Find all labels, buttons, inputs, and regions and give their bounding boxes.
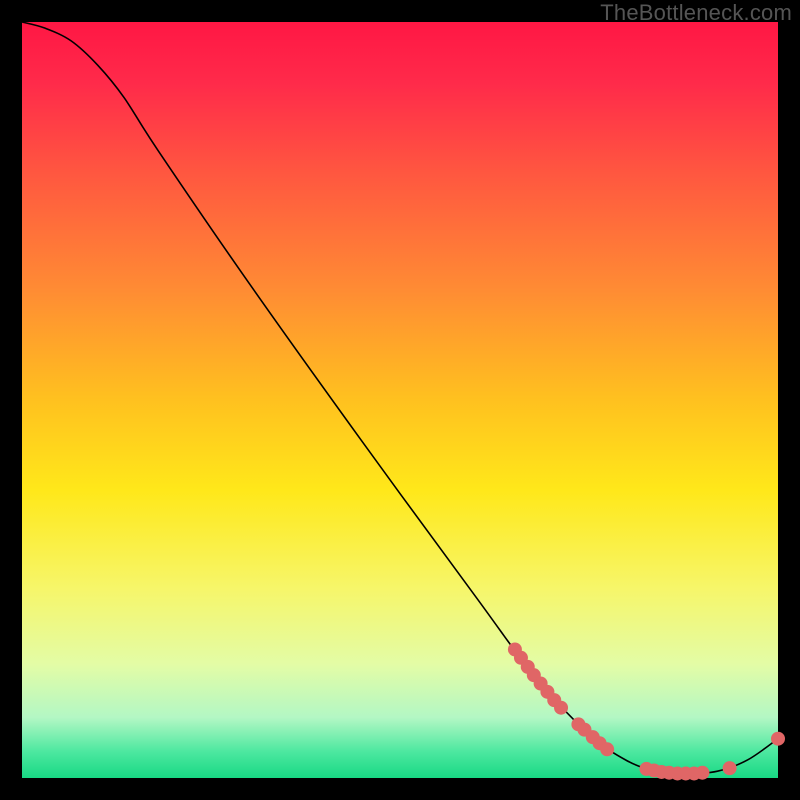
plot-background: [22, 22, 778, 778]
data-marker: [555, 701, 568, 714]
bottleneck-chart: [0, 0, 800, 800]
data-marker: [601, 743, 614, 756]
chart-stage: TheBottleneck.com: [0, 0, 800, 800]
data-marker: [772, 732, 785, 745]
attribution-label: TheBottleneck.com: [600, 0, 792, 26]
data-marker: [723, 762, 736, 775]
data-marker: [696, 766, 709, 779]
